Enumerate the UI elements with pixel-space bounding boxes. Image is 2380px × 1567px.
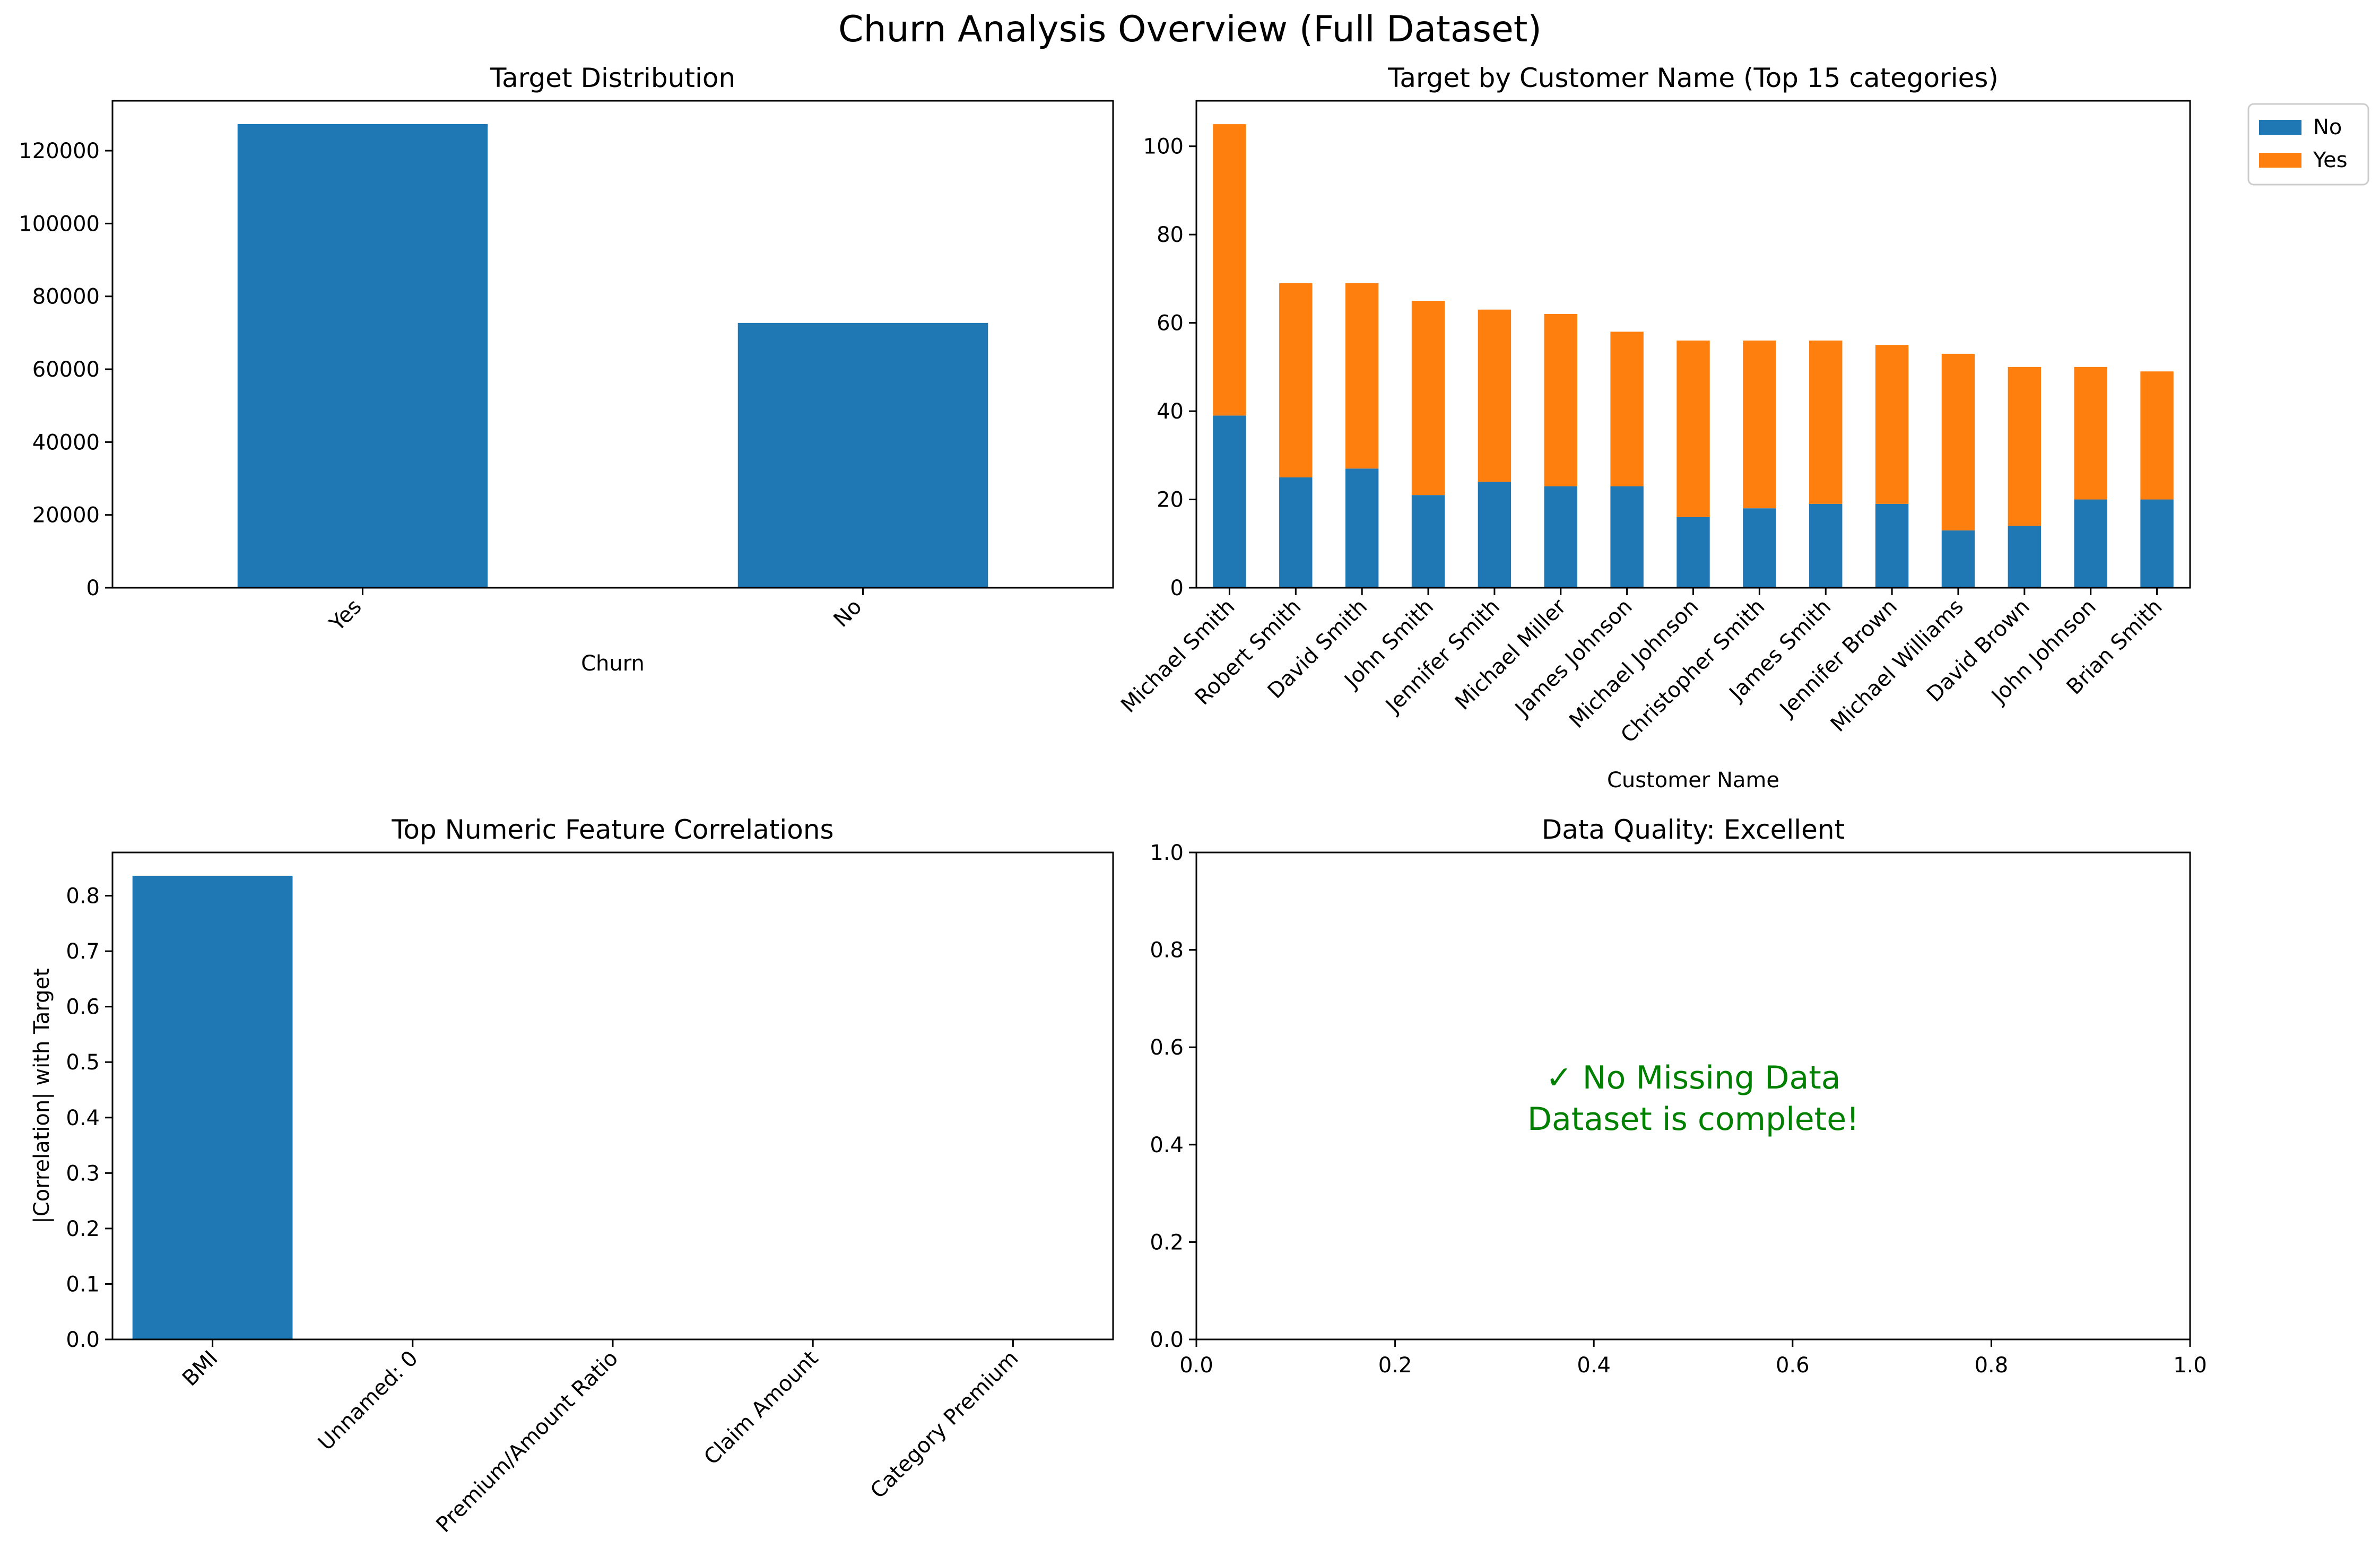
correlations-ytick-label: 0.0	[66, 1328, 100, 1352]
customer-name-bar-no	[1279, 477, 1313, 588]
legend-label-no: No	[2313, 115, 2342, 140]
target-distribution-ytick-label: 0	[86, 576, 100, 600]
correlations-ytick-label: 0.5	[66, 1050, 100, 1075]
customer-name-bar-yes	[1213, 124, 1246, 416]
legend-swatch-yes	[2259, 153, 2301, 168]
legend-box	[2247, 103, 2369, 186]
customer-name-bar-yes	[1345, 283, 1379, 469]
customer-name-bar-yes	[1875, 345, 1909, 504]
correlations-ytick-label: 0.8	[66, 884, 100, 909]
customer-name-legend: No Yes	[2247, 103, 2369, 186]
target-distribution-ytick-label: 40000	[32, 430, 100, 455]
target-distribution-bar	[737, 323, 988, 588]
customer-name-bar-yes	[1677, 340, 1710, 517]
correlations-bar	[132, 875, 293, 1339]
customer-name-bar-yes	[1478, 309, 1512, 482]
data-quality-ytick-label: 0.0	[1150, 1328, 1184, 1352]
data-quality-ytick-label: 0.2	[1150, 1230, 1184, 1255]
customer-name-ytick-label: 60	[1157, 311, 1184, 336]
correlations-title: Top Numeric Feature Correlations	[391, 814, 833, 845]
customer-name-bar-no	[1610, 486, 1644, 588]
target-distribution-panel: Yes No020000400006000080000100000120000Ta…	[19, 63, 1114, 676]
data-quality-xtick-label: 1.0	[2173, 1353, 2207, 1378]
legend-label-yes: Yes	[2313, 148, 2348, 172]
target-distribution-ytick-label: 120000	[19, 139, 100, 163]
data-quality-panel: 0.00.0 0.2 0.2 0.4 0.4 0.6 0.6 0.8 0.8 1.0 1.0 Data…	[1150, 814, 2207, 1378]
customer-name-bar-yes	[1279, 283, 1313, 477]
customer-name-bar-no	[1677, 517, 1710, 588]
customer-name-ytick-label: 40	[1157, 399, 1184, 424]
data-quality-ytick-label: 0.8	[1150, 938, 1184, 963]
customer-name-bar-no	[1809, 503, 1843, 588]
customer-name-bar-yes	[1544, 314, 1577, 486]
dataset-complete-note: Dataset is complete!	[1527, 1101, 1859, 1138]
target-distribution-frame	[111, 100, 1114, 589]
customer-name-title: Target by Customer Name (Top 15 categori…	[1387, 63, 1999, 93]
customer-name-bar-no	[2074, 499, 2107, 588]
customer-name-bar-yes	[2140, 371, 2174, 500]
correlations-ytick-label: 0.2	[66, 1217, 100, 1241]
customer-name-bar-no	[1743, 508, 1776, 588]
customer-name-bar-no	[1478, 482, 1512, 588]
customer-name-bar-yes	[1411, 301, 1445, 495]
data-quality-xtick-label: 0.8	[1975, 1353, 2009, 1378]
customer-name-bar-no	[1544, 486, 1577, 588]
customer-name-ytick-label: 100	[1143, 135, 1184, 159]
customer-name-bar-no	[2008, 526, 2042, 588]
customer-name-bar-yes	[2074, 367, 2107, 500]
customer-name-ytick-label: 20	[1157, 488, 1184, 512]
correlations-ytick-label: 0.1	[66, 1272, 100, 1296]
data-quality-title: Data Quality: Excellent	[1542, 814, 1845, 845]
data-quality-ytick-label: 0.6	[1150, 1035, 1184, 1060]
target-distribution-bar	[237, 124, 488, 588]
data-quality-xtick-label: 0.0	[1179, 1353, 1213, 1378]
figure-title: Churn Analysis Overview (Full Dataset)	[838, 8, 1542, 50]
target-distribution-title: Target Distribution	[490, 63, 735, 93]
data-quality-ytick-label: 1.0	[1150, 841, 1184, 865]
customer-name-ytick-label: 0	[1170, 576, 1184, 600]
target-distribution-ytick-label: 60000	[32, 358, 100, 382]
target-distribution-ytick-label: 20000	[32, 503, 100, 528]
correlations-ytick-label: 0.6	[66, 995, 100, 1020]
customer-name-bar-yes	[1610, 332, 1644, 486]
customer-name-bar-yes	[1743, 340, 1776, 509]
data-quality-xtick-label: 0.6	[1776, 1353, 1810, 1378]
target-distribution-ytick-label: 100000	[19, 212, 100, 236]
correlations-ytick-label: 0.4	[66, 1106, 100, 1130]
customer-name-frame	[1195, 100, 2191, 589]
correlations-frame	[111, 851, 1114, 1340]
legend-swatch-no	[2259, 120, 2301, 135]
customer-name-bar-no	[1941, 530, 1975, 588]
customer-name-bar-no	[2140, 499, 2174, 588]
customer-name-xlabel: Customer Name	[1607, 768, 1779, 793]
correlations-ylabel: |Correlation| with Target	[30, 968, 54, 1224]
customer-name-bar-yes	[1809, 340, 1843, 504]
customer-name-bar-no	[1875, 503, 1909, 588]
target-distribution-xlabel: Churn	[581, 651, 645, 676]
correlations-ytick-label: 0.3	[66, 1161, 100, 1186]
target-distribution-ytick-label: 80000	[32, 285, 100, 309]
no-missing-data-note: ✓ No Missing Data	[1545, 1059, 1840, 1096]
data-quality-frame	[1195, 851, 2191, 1340]
customer-name-bar-no	[1411, 495, 1445, 588]
correlations-ytick-label: 0.7	[66, 939, 100, 964]
customer-name-ytick-label: 80	[1157, 223, 1184, 247]
customer-name-bar-no	[1345, 468, 1379, 588]
customer-name-bar-yes	[1941, 353, 1975, 530]
data-quality-xtick-label: 0.4	[1577, 1353, 1611, 1378]
customer-name-bar-yes	[2008, 367, 2042, 526]
data-quality-ytick-label: 0.4	[1150, 1133, 1184, 1157]
data-quality-xtick-label: 0.2	[1378, 1353, 1412, 1378]
customer-name-bar-no	[1213, 415, 1246, 588]
